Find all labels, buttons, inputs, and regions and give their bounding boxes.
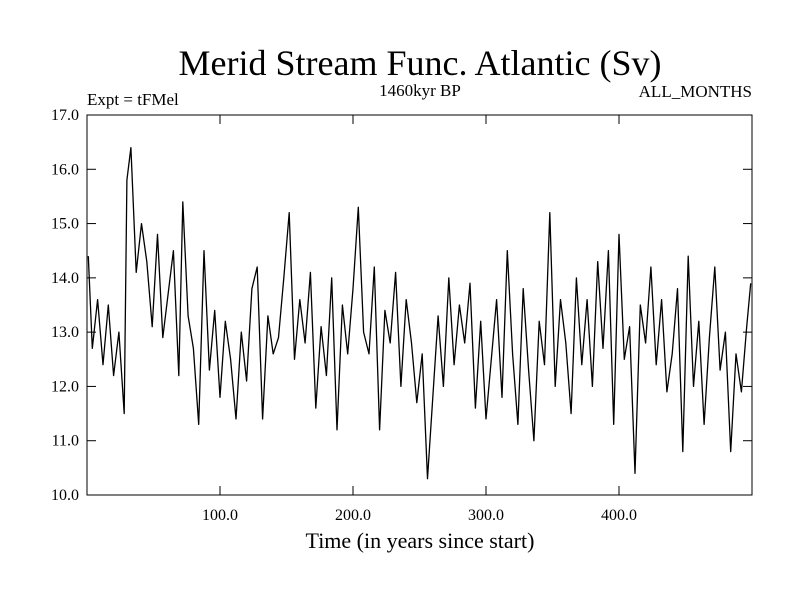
y-tick-label: 15.0 — [51, 216, 79, 233]
x-axis: 100.0 200.0 300.0 400.0 — [202, 115, 637, 524]
plot-frame — [86, 114, 753, 496]
y-tick-label: 12.0 — [51, 378, 79, 395]
period-label: 1460kyr BP — [379, 81, 461, 100]
y-tick-label: 10.0 — [51, 487, 79, 504]
y-tick-label: 13.0 — [51, 324, 79, 341]
y-tick-label: 14.0 — [51, 270, 79, 287]
x-tick-label: 100.0 — [202, 507, 238, 524]
series-line — [87, 146, 752, 480]
y-tick-label: 11.0 — [52, 433, 79, 450]
months-label: ALL_MONTHS — [639, 82, 752, 101]
y-tick-label: 16.0 — [51, 161, 79, 178]
x-tick-label: 400.0 — [601, 507, 637, 524]
y-tick-label: 17.0 — [51, 107, 79, 124]
experiment-label: Expt = tFMel — [87, 90, 179, 109]
x-tick-label: 300.0 — [468, 507, 504, 524]
y-axis: 10.0 11.0 12.0 13.0 14.0 15.0 16.0 17.0 — [51, 107, 752, 504]
chart-title: Merid Stream Func. Atlantic (Sv) — [179, 43, 662, 83]
x-axis-label: Time (in years since start) — [306, 528, 535, 553]
x-tick-label: 200.0 — [335, 507, 371, 524]
